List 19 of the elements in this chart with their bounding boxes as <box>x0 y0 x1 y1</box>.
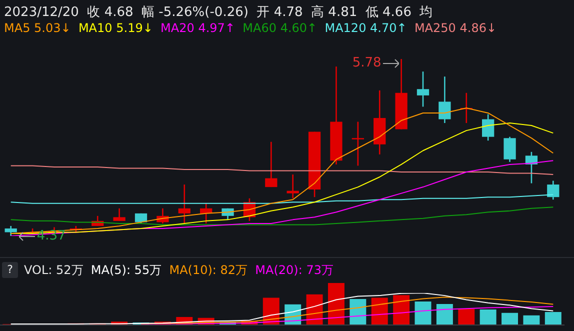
text: 5.19↓ <box>116 21 153 35</box>
text: MA10 <box>78 21 112 35</box>
text: MA120 <box>324 21 366 35</box>
chart-title: 2023/12/20 收 4.68 幅 -5.26%(-0.26) 开 4.78 高 4.81 低 4.66 均 <box>4 4 433 21</box>
text: MA5 <box>4 21 30 35</box>
text: 5.03↓ <box>34 21 71 35</box>
text: 4.86↓ <box>460 21 497 35</box>
text: MA60 <box>242 21 276 35</box>
text: MA(10): 82万 <box>169 263 249 277</box>
text: MA(5): 55万 <box>90 263 163 277</box>
text: VOL: 52万 <box>24 263 84 277</box>
text: 4.60↑ <box>280 21 318 35</box>
text: MA250 <box>414 21 456 35</box>
text: ? <box>2 262 18 278</box>
text: 4.97↑ <box>198 21 235 35</box>
text: MA20 <box>160 21 194 35</box>
annotation: 5.78 <box>352 55 382 70</box>
text: 4.70↑ <box>370 21 407 35</box>
text: MA(20): 73万 <box>255 263 334 277</box>
